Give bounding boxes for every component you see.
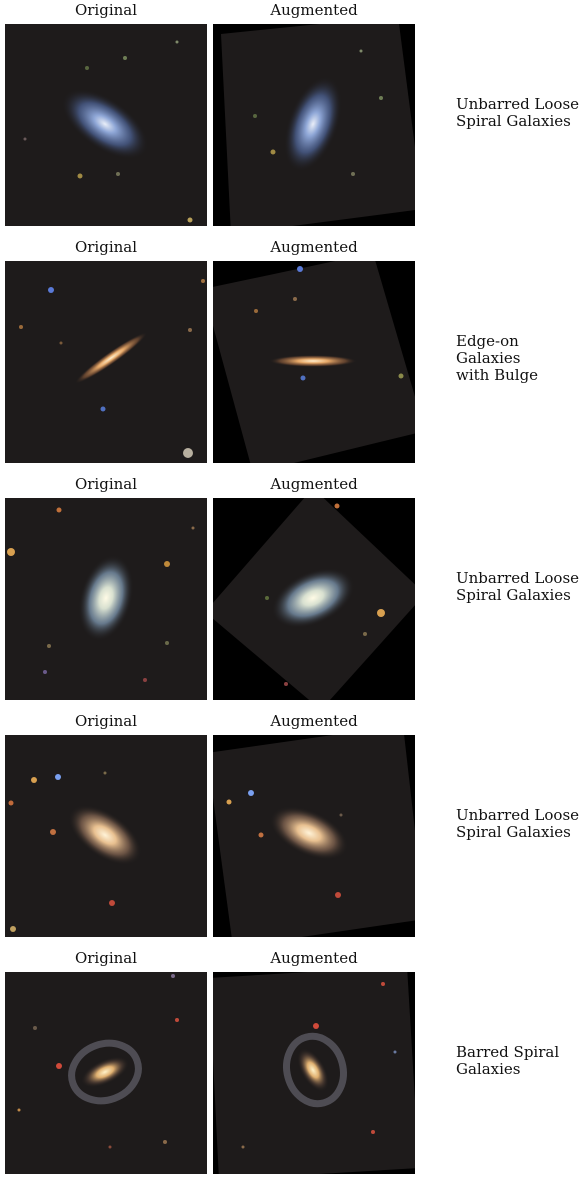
original-galaxy-image [5, 498, 207, 700]
augmented-column-title: Augmented [270, 949, 358, 967]
original-column-title: Original [74, 475, 138, 493]
augmented-galaxy-image [213, 735, 415, 937]
original-column-title: Original [74, 238, 138, 256]
galaxy-class-label: Unbarred Loose Spiral Galaxies [456, 569, 580, 604]
augmented-column-title: Augmented [270, 712, 358, 730]
figure-row-2: Original Augmented [0, 237, 584, 474]
figure-row-1: Original Augmented [0, 0, 584, 237]
original-galaxy-image [5, 261, 207, 463]
galaxy-class-label: Unbarred Loose Spiral Galaxies [456, 806, 580, 841]
original-column-title: Original [74, 712, 138, 730]
original-galaxy-image [5, 735, 207, 937]
augmented-galaxy-image [213, 24, 415, 226]
augmented-galaxy-image [213, 261, 415, 463]
augmented-column-title: Augmented [270, 1, 358, 19]
figure-row-4: Original Augmented [0, 711, 584, 948]
augmented-galaxy-image [213, 972, 415, 1174]
original-column-title: Original [74, 1, 138, 19]
original-galaxy-image [5, 24, 207, 226]
original-galaxy-image [5, 972, 207, 1174]
augmented-galaxy-image [213, 498, 415, 700]
figure-row-5: Original Augmented [0, 948, 584, 1185]
galaxy-class-label: Barred Spiral Galaxies [456, 1043, 560, 1078]
original-column-title: Original [74, 949, 138, 967]
galaxy-class-label: Edge-on Galaxies with Bulge [456, 332, 539, 384]
augmented-column-title: Augmented [270, 475, 358, 493]
figure-row-3: Original Augmented [0, 474, 584, 711]
augmented-column-title: Augmented [270, 238, 358, 256]
galaxy-class-label: Unbarred Loose Spiral Galaxies [456, 95, 580, 130]
